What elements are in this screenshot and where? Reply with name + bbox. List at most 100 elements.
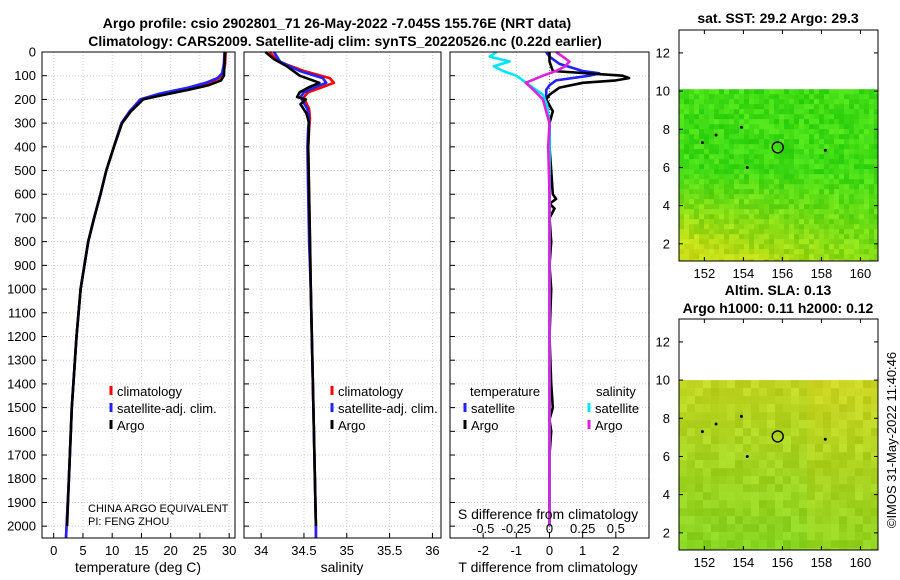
sst-map-cell bbox=[684, 184, 690, 190]
sla-map-cell bbox=[871, 484, 879, 493]
sst-map-cell bbox=[734, 169, 740, 175]
sst-map-cell bbox=[794, 94, 800, 100]
sst-map-cell bbox=[734, 189, 740, 195]
sla-map-cell bbox=[783, 468, 792, 477]
sla-map-cell bbox=[799, 444, 808, 453]
sst-map-cell bbox=[829, 209, 835, 215]
sst-map-cell bbox=[844, 129, 850, 135]
sst-map-cell bbox=[699, 174, 705, 180]
difference-s-tick-label: -0.5 bbox=[472, 521, 494, 536]
sst-map-cell bbox=[744, 219, 750, 225]
sst-map-cell bbox=[719, 209, 725, 215]
sla-map-cell bbox=[775, 420, 784, 429]
sst-map-cell bbox=[724, 134, 730, 140]
sst-map-cell bbox=[714, 254, 720, 260]
sst-map-cell bbox=[869, 149, 875, 155]
sst-map-cell bbox=[859, 169, 865, 175]
sst-map-cell bbox=[779, 124, 785, 130]
temperature-series-climatology bbox=[64, 51, 227, 539]
sst-map-cell bbox=[764, 104, 770, 110]
temperature-xlabel: temperature (deg C) bbox=[75, 559, 201, 575]
sst-map-cell bbox=[714, 114, 720, 120]
difference-xtick-label: 2 bbox=[612, 543, 619, 558]
sst-map-cell bbox=[719, 224, 725, 230]
sla-map-cell bbox=[703, 484, 712, 493]
sst-map-cell bbox=[839, 149, 845, 155]
sst-map-cell bbox=[734, 114, 740, 120]
sst-map-cell bbox=[744, 244, 750, 250]
sst-map-cell bbox=[689, 224, 695, 230]
sst-map-cell bbox=[804, 259, 810, 262]
sst-map-cell bbox=[824, 114, 830, 120]
sla-map-cell bbox=[751, 516, 760, 525]
sst-map-cell bbox=[699, 249, 705, 255]
sst-map-cell bbox=[789, 144, 795, 150]
sst-map-cell bbox=[759, 164, 765, 170]
sst-map-cell bbox=[864, 99, 870, 105]
sst-map-cell bbox=[809, 249, 815, 255]
sla-map-cell bbox=[831, 500, 840, 509]
sla-map-cell bbox=[839, 492, 848, 501]
sst-map-cell bbox=[874, 229, 879, 235]
sst-map-cell bbox=[719, 234, 725, 240]
sst-map-cell bbox=[849, 164, 855, 170]
sla-map-cell bbox=[863, 436, 872, 445]
sla-map-cell bbox=[831, 412, 840, 421]
sst-map-cell bbox=[709, 164, 715, 170]
sst-map-cell bbox=[764, 154, 770, 160]
sst-map-cell bbox=[719, 154, 725, 160]
sla-map-cell bbox=[831, 468, 840, 477]
sla-map-cell bbox=[759, 460, 768, 469]
sst-map-cell bbox=[684, 94, 690, 100]
sla-map-cell bbox=[751, 468, 760, 477]
sst-map-cell bbox=[799, 169, 805, 175]
sst-map-cell bbox=[829, 229, 835, 235]
sst-map-cell bbox=[694, 259, 700, 262]
sst-map-cell bbox=[694, 89, 700, 95]
sst-map-cell bbox=[779, 179, 785, 185]
temperature-xtick-label: 10 bbox=[105, 543, 119, 558]
sst-map-cell bbox=[799, 104, 805, 110]
sst-map-cell bbox=[819, 254, 825, 260]
sst-map-cell bbox=[849, 114, 855, 120]
sst-map-cell bbox=[704, 209, 710, 215]
sst-map-cell bbox=[689, 154, 695, 160]
sst-map-cell bbox=[709, 214, 715, 220]
sst-map-cell bbox=[749, 229, 755, 235]
sst-map-cell bbox=[794, 119, 800, 125]
sst-map-ytick-label: 12 bbox=[656, 45, 670, 60]
sst-map-cell bbox=[864, 134, 870, 140]
sst-map-cell bbox=[724, 149, 730, 155]
sst-map-cell bbox=[849, 184, 855, 190]
sst-map-cell bbox=[774, 114, 780, 120]
sst-map-cell bbox=[729, 119, 735, 125]
sst-map-cell bbox=[839, 94, 845, 100]
sst-map-cell bbox=[764, 129, 770, 135]
sst-map-cell bbox=[869, 179, 875, 185]
sst-map-cell bbox=[739, 234, 745, 240]
sla-map-cell bbox=[855, 412, 864, 421]
sst-map-cell bbox=[724, 154, 730, 160]
sst-map-cell bbox=[699, 224, 705, 230]
sla-map-cell bbox=[759, 484, 768, 493]
sla-map-cell bbox=[775, 436, 784, 445]
sla-map-cell bbox=[783, 508, 792, 517]
sst-map-cell bbox=[764, 204, 770, 210]
sst-map-cell bbox=[754, 199, 760, 205]
sst-map-cell bbox=[699, 244, 705, 250]
sst-map-cell bbox=[704, 144, 710, 150]
sst-map-cell bbox=[869, 224, 875, 230]
sst-map-cell bbox=[714, 174, 720, 180]
sst-map-cell bbox=[794, 249, 800, 255]
sst-map-cell bbox=[844, 134, 850, 140]
sst-map-cell bbox=[809, 119, 815, 125]
sst-map-cell bbox=[734, 219, 740, 225]
sst-map-cell bbox=[804, 104, 810, 110]
sla-map-ytick-label: 8 bbox=[663, 411, 670, 426]
sst-map-xtick-label: 154 bbox=[733, 266, 755, 281]
sst-map-cell bbox=[809, 89, 815, 95]
sst-map-cell bbox=[729, 124, 735, 130]
sst-map-cell bbox=[759, 174, 765, 180]
sst-map-cell bbox=[744, 184, 750, 190]
sst-map-cell bbox=[834, 259, 840, 262]
